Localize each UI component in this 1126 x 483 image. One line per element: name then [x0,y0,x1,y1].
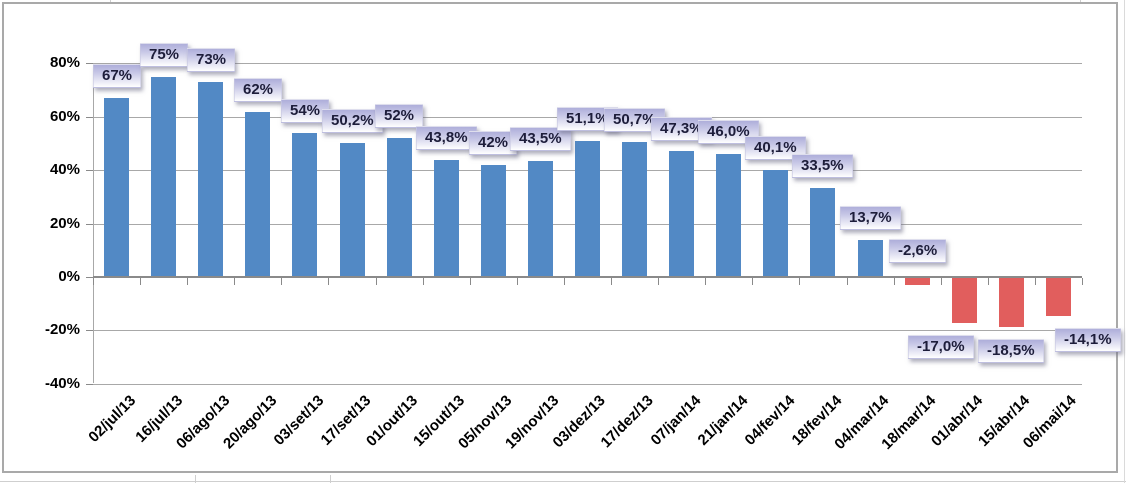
x-axis-tick [611,278,612,285]
bar-positive [292,133,317,277]
x-axis-tick [705,278,706,285]
bar-positive [810,188,835,277]
data-label: -2,6% [889,239,947,263]
bar-positive [622,142,647,277]
y-axis-tick-label: 20% [49,215,80,232]
bar-positive [198,82,223,277]
bar-positive [434,160,459,277]
y-axis-tick [86,224,93,225]
y-axis-tick [86,170,93,171]
y-axis-tick [86,330,93,331]
bar-negative [1046,278,1071,316]
x-axis-category-label: 04/fev/14 [741,392,799,449]
bar-positive [104,98,129,277]
data-label: -14,1% [1055,328,1121,352]
x-axis-tick [658,278,659,285]
gridline [93,384,1082,385]
y-axis-tick-label: 80% [49,54,80,71]
sheet-column-line [110,0,111,3]
gridline [93,330,1082,331]
x-axis-category-label: 21/jan/14 [694,392,752,449]
data-label: 54% [281,99,330,123]
bar-positive [340,143,365,277]
x-axis-tick [187,278,188,285]
bar-positive [481,165,506,277]
y-axis-tick-label: -40% [44,375,80,392]
x-axis-tick [423,278,424,285]
bar-positive [575,141,600,277]
y-axis-tick [86,117,93,118]
bar-positive [669,151,694,277]
x-axis-tick [93,278,94,285]
y-axis-tick [86,277,93,278]
data-label: 46,0% [698,120,759,144]
x-axis-tick [376,278,377,285]
data-label: 52% [375,104,424,128]
data-label: 73% [187,48,236,72]
bar-positive [151,77,176,277]
bar-positive [528,161,553,277]
bar-positive [245,112,270,277]
data-label: 75% [140,43,189,67]
x-axis-tick [1082,278,1083,285]
x-axis-tick [470,278,471,285]
data-label: -18,5% [978,339,1044,363]
chart-object[interactable] [2,2,1118,473]
data-label: 67% [93,64,142,88]
x-axis-category-label: 07/jan/14 [647,392,705,449]
data-label: 50,2% [322,109,383,133]
bar-negative [999,278,1024,327]
data-label: 42% [469,131,518,155]
sheet-column-line [1080,0,1081,3]
bar-negative [952,278,977,323]
bar-positive [716,154,741,277]
y-axis-tick-label: 60% [49,108,80,125]
x-axis-tick [328,278,329,285]
sheet-column-line [1124,0,1125,483]
data-label: 13,7% [840,206,901,230]
x-axis-tick [281,278,282,285]
x-axis-tick [564,278,565,285]
bar-positive [387,138,412,277]
x-axis-tick [1035,278,1036,285]
data-label: 62% [234,78,283,102]
bar-positive [858,240,883,277]
bar-negative [905,278,930,285]
y-axis-line [93,63,94,383]
x-axis-tick [752,278,753,285]
data-label: 50,7% [604,108,665,132]
x-axis-tick [234,278,235,285]
x-axis-tick [140,278,141,285]
x-axis-tick [941,278,942,285]
y-axis-tick-label: 40% [49,161,80,178]
bar-positive [763,170,788,277]
x-axis-tick [894,278,895,285]
x-axis-line [93,276,1082,278]
data-label: 33,5% [792,154,853,178]
sheet-column-line [195,475,196,483]
gridline [93,63,1082,64]
data-label: 43,8% [416,126,477,150]
x-axis-tick [988,278,989,285]
y-axis-tick [86,384,93,385]
y-axis-tick-label: -20% [44,321,80,338]
x-axis-tick [847,278,848,285]
x-axis-category-label: 02/jul/13 [85,392,140,446]
x-axis-tick [799,278,800,285]
sheet-row-line [0,481,1126,482]
x-axis-category-label: 17/dez/13 [597,392,658,452]
y-axis-tick [86,63,93,64]
x-axis-category-label: 03/set/13 [270,392,328,449]
sheet-column-line [330,475,331,483]
data-label: 43,5% [510,127,571,151]
x-axis-tick [517,278,518,285]
y-axis-tick-label: 0% [58,268,80,285]
data-label: -17,0% [908,335,974,359]
